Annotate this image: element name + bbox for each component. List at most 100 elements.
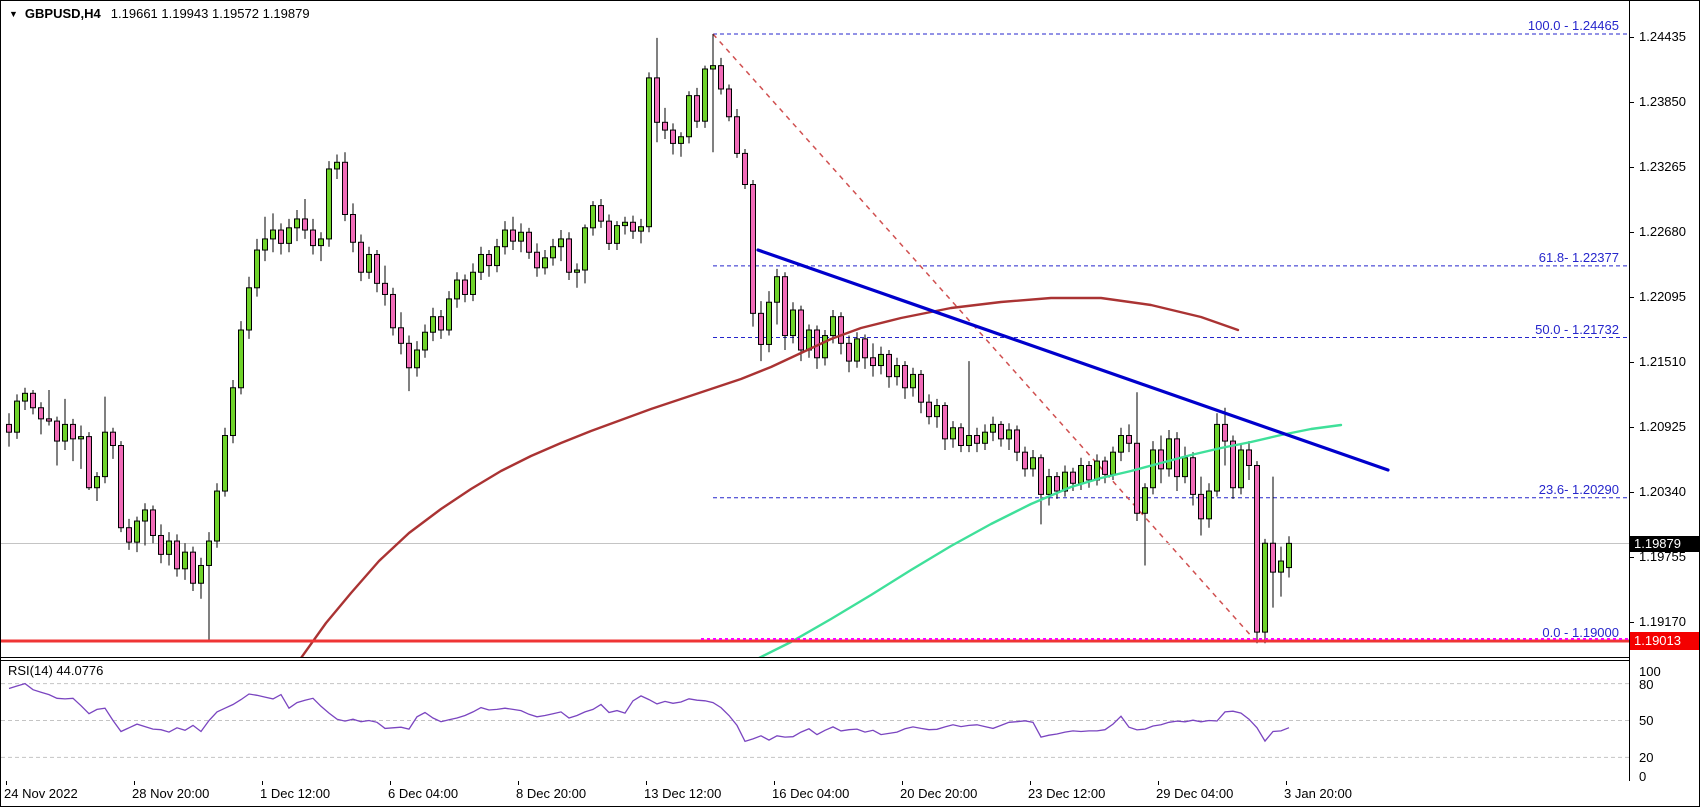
bull-candle — [646, 77, 652, 228]
bull-candle — [414, 349, 420, 369]
bull-candle — [206, 540, 212, 566]
bear-candle — [1198, 493, 1204, 520]
fib-level-label: 50.0 - 1.21732 — [1535, 321, 1619, 337]
time-axis-label: 28 Nov 20:00 — [132, 786, 210, 801]
bull-candle — [470, 271, 476, 295]
bull-candle — [14, 400, 20, 433]
time-axis[interactable]: 24 Nov 2022 28 Nov 20:00 1 Dec 12:00 6 Dec … — [1, 781, 1699, 806]
bull-candle — [230, 387, 236, 437]
time-tick — [262, 781, 263, 785]
bull-candle — [830, 316, 836, 337]
bull-candle — [1062, 471, 1068, 492]
bear-candle — [838, 316, 844, 344]
bear-candle — [798, 309, 804, 351]
bear-candle — [886, 353, 892, 378]
time-tick — [1286, 781, 1287, 785]
bear-candle — [1102, 460, 1108, 475]
price-tick — [1630, 556, 1634, 558]
price-chart[interactable] — [1, 1, 1629, 657]
bull-candle — [182, 551, 188, 570]
bull-candle — [894, 365, 900, 378]
long-moving-average[interactable] — [300, 296, 1240, 657]
bear-candle — [438, 316, 444, 331]
bull-candle — [518, 231, 524, 242]
bull-candle — [950, 427, 956, 440]
descending-trendline[interactable] — [756, 248, 1390, 472]
time-tick — [902, 781, 903, 785]
time-axis-label: 20 Dec 20:00 — [900, 786, 978, 801]
bull-candle — [22, 392, 28, 402]
price-axis[interactable]: 1.24435 1.23850 1.23265 1.22680 1.22095 1.215… — [1629, 1, 1699, 784]
bull-candle — [686, 95, 692, 138]
bull-candle — [134, 520, 140, 543]
price-axis-label: 1.23265 — [1639, 159, 1686, 175]
bull-candle — [1118, 435, 1124, 453]
bear-candle — [310, 229, 316, 247]
bear-candle — [918, 373, 924, 403]
bull-candle — [574, 269, 580, 273]
bull-candle — [1150, 449, 1156, 489]
bull-candle — [270, 229, 276, 240]
bear-candle — [998, 423, 1004, 440]
bear-candle — [606, 220, 612, 244]
short-moving-average[interactable] — [753, 423, 1343, 657]
bear-candle — [358, 241, 364, 273]
bear-candle — [46, 418, 52, 422]
fib-level-label: 61.8- 1.22377 — [1538, 249, 1619, 265]
bull-candle — [478, 253, 484, 273]
bear-candle — [1086, 465, 1092, 481]
chart-title: ▼ GBPUSD,H4 1.19661 1.19943 1.19572 1.1987… — [9, 6, 310, 21]
bear-candle — [1022, 451, 1028, 470]
bull-candle — [582, 227, 588, 271]
bull-candle — [262, 238, 268, 251]
rsi-axis-label: 100 — [1639, 664, 1661, 679]
bull-candle — [430, 316, 436, 333]
bull-candle — [94, 476, 100, 489]
bear-candle — [382, 282, 388, 295]
bear-candle — [942, 405, 948, 440]
bull-candle — [766, 301, 772, 345]
bear-candle — [750, 183, 756, 314]
chart-dropdown-icon[interactable]: ▼ — [9, 9, 18, 19]
time-axis-label: 3 Jan 20:00 — [1284, 786, 1352, 801]
bull-candle — [1278, 560, 1284, 573]
price-axis-label: 1.19755 — [1639, 549, 1686, 565]
bull-candle — [1214, 423, 1220, 492]
rsi-axis-label: 80 — [1639, 676, 1654, 692]
bear-candle — [1230, 440, 1236, 489]
price-axis-label: 1.19170 — [1639, 614, 1686, 630]
time-tick — [518, 781, 519, 785]
bull-candle — [1006, 429, 1012, 440]
rsi-chart[interactable] — [1, 662, 1629, 781]
fib-level-label: 0.0 - 1.19000 — [1542, 624, 1619, 640]
bear-candle — [726, 88, 732, 118]
bear-candle — [1254, 465, 1260, 633]
bull-candle — [1166, 438, 1172, 470]
bear-candle — [1014, 429, 1020, 453]
bear-candle — [1054, 476, 1060, 492]
fib-level-label: 100.0 - 1.24465 — [1527, 18, 1619, 33]
price-tick — [1630, 361, 1634, 363]
bear-candle — [1158, 449, 1164, 470]
price-axis-label: 1.22095 — [1639, 289, 1686, 305]
bull-candle — [614, 225, 620, 244]
time-axis-label: 8 Dec 20:00 — [516, 786, 587, 801]
panel-separator[interactable] — [1, 657, 1629, 658]
bull-candle — [1286, 542, 1292, 569]
bull-candle — [854, 338, 860, 362]
bull-candle — [326, 168, 332, 240]
bull-candle — [550, 246, 556, 259]
price-axis-label: 1.21510 — [1639, 354, 1686, 370]
bear-candle — [758, 312, 764, 345]
bull-candle — [822, 335, 828, 359]
bear-candle — [534, 251, 540, 269]
rsi-line — [8, 682, 1290, 743]
bear-candle — [462, 279, 468, 295]
bull-candle — [1142, 487, 1148, 514]
time-axis-label: 29 Dec 04:00 — [1156, 786, 1234, 801]
bull-candle — [878, 353, 884, 367]
bull-candle — [286, 227, 292, 244]
bear-candle — [694, 95, 700, 122]
time-tick — [1158, 781, 1159, 785]
